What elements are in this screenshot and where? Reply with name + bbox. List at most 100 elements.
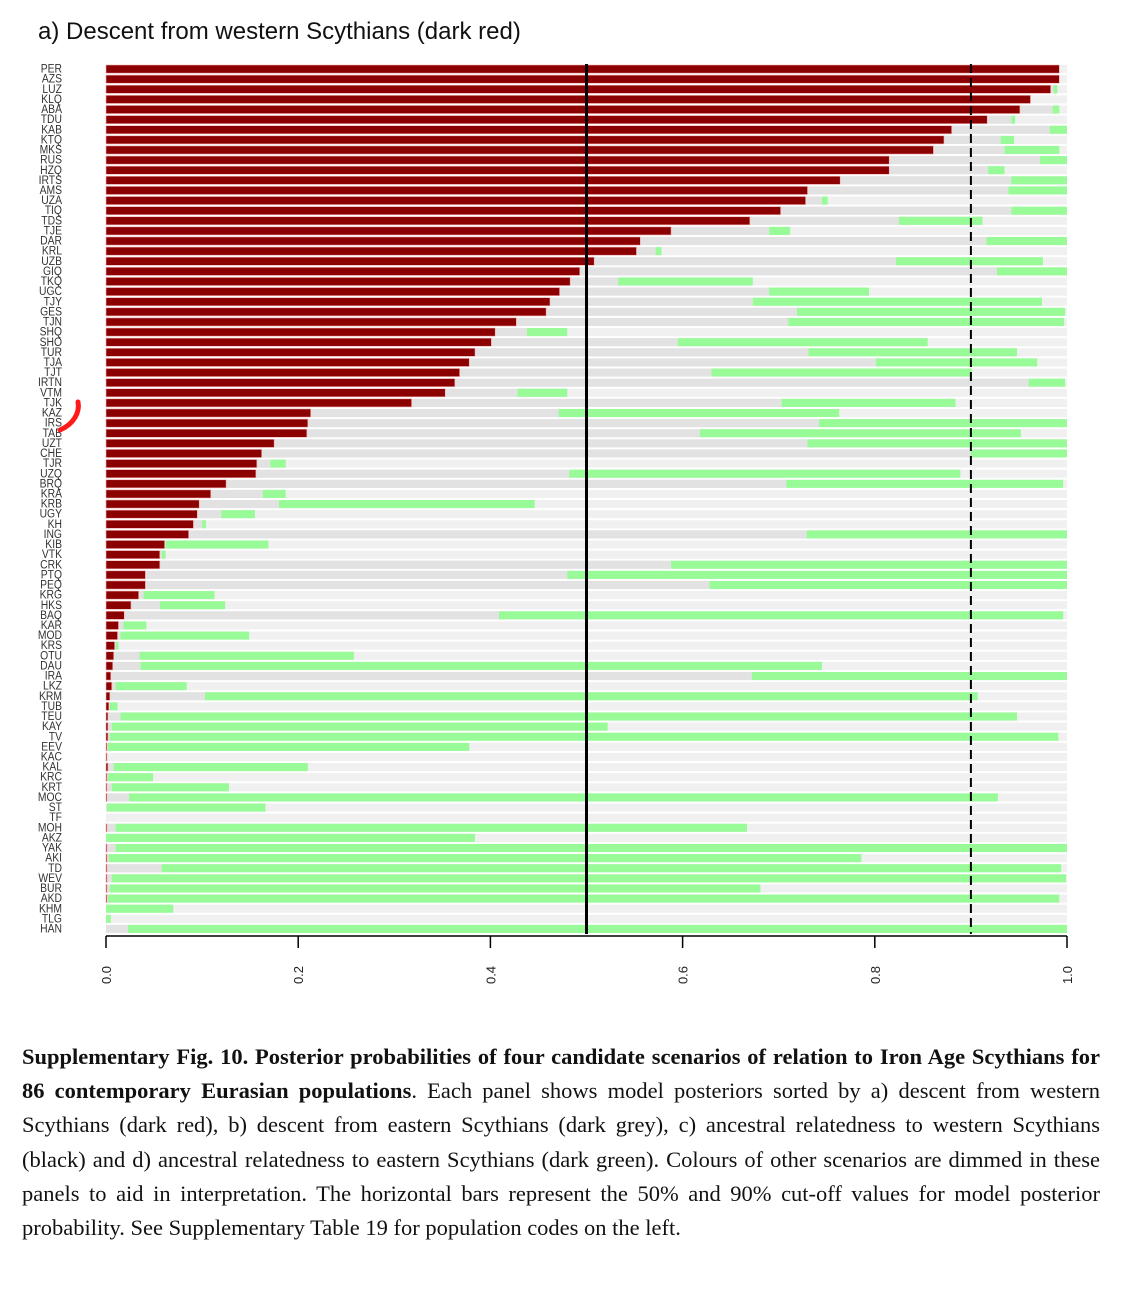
bar-red-TJY — [105, 297, 551, 307]
bar-grey-TJR — [256, 459, 271, 468]
bar-red-UZT — [105, 439, 275, 448]
bar-grey-VTK — [159, 550, 162, 559]
bar-red-MOC — [105, 793, 108, 802]
bar-green-MOD — [120, 631, 250, 640]
population-label: MOH — [38, 822, 62, 835]
population-label: KLQ — [41, 94, 62, 107]
bar-grey-KAR — [118, 621, 124, 630]
bar-grey-KRA — [210, 489, 263, 498]
bar-green-TKQ — [618, 277, 753, 286]
bar-green-KRM — [204, 692, 978, 701]
bar-green-IRTS — [1011, 176, 1067, 185]
bar-grey-CRK — [159, 560, 672, 569]
bar-grey-UZB — [594, 257, 896, 266]
bar-green-PEQ — [709, 580, 1067, 590]
bar-red-PER — [105, 64, 1060, 74]
population-label: UZA — [41, 195, 62, 208]
bar-green-KAL — [113, 763, 308, 772]
population-label: PEQ — [40, 579, 62, 592]
bar-grey-BAQ — [124, 611, 500, 620]
population-label: TDS — [41, 215, 62, 228]
population-label: KAZ — [42, 407, 62, 420]
bar-green-BUR — [109, 884, 761, 893]
bar-grey-VTM — [445, 388, 518, 397]
bar-green-UGC — [769, 287, 870, 296]
bar-red-TJA — [105, 358, 470, 367]
bar-red-AZS — [105, 74, 1060, 84]
bar-red-AKD — [105, 894, 108, 903]
population-label: DAU — [40, 660, 62, 673]
bar-green-SHO — [677, 338, 928, 347]
population-label: TJY — [44, 296, 63, 309]
bar-red-TEU — [105, 712, 109, 721]
population-label: EEV — [41, 741, 62, 754]
bar-grey-TDU — [987, 115, 1012, 124]
population-label: IRTS — [39, 174, 62, 187]
bar-green-KAZ — [558, 408, 840, 418]
bar-grey-KAB — [951, 125, 1050, 134]
bar-green-UGY — [221, 510, 255, 519]
bar-green-IRTN — [1028, 378, 1066, 387]
bar-red-KRB — [105, 499, 200, 509]
population-label: MOD — [38, 630, 62, 643]
bar-grey-BUR — [106, 884, 110, 893]
bar-red-AMS — [105, 186, 808, 195]
bar-green-RUS — [1040, 156, 1067, 165]
chart-title: a) Descent from western Scythians (dark … — [38, 18, 521, 45]
bar-grey-TJY — [549, 297, 753, 306]
bar-red-TJN — [105, 317, 517, 327]
bar-green-TDU — [1011, 115, 1016, 124]
bar-grey-KRG — [138, 591, 144, 600]
bar-green-CHE — [970, 449, 1067, 458]
bar-red-UZA — [105, 196, 806, 205]
bar-red-TV — [105, 732, 109, 742]
bar-red-KRA — [105, 489, 212, 499]
bar-green-TJT — [711, 368, 972, 377]
bar-red-VTK — [105, 550, 161, 559]
bar-green-TV — [109, 732, 1059, 741]
population-label: AKD — [41, 893, 62, 906]
bar-green-YAK — [115, 843, 1068, 853]
bar-red-RUS — [105, 155, 890, 165]
bar-green-HZQ — [988, 166, 1005, 175]
population-label: PER — [41, 63, 62, 76]
bar-red-KAR — [105, 621, 119, 630]
bar-grey-KRC — [106, 773, 108, 782]
population-label: SHO — [40, 336, 62, 349]
bar-green-UZA — [821, 196, 828, 205]
bar-red-HKS — [105, 600, 132, 610]
bar-grey-SHQ — [495, 328, 527, 337]
bar-red-TUR — [105, 347, 476, 357]
bar-green-IRS — [819, 419, 1067, 428]
population-label: GIQ — [43, 265, 62, 278]
bar-green-EEV — [107, 742, 470, 751]
bar-grey-KRS — [114, 641, 116, 650]
bar-grey-EEV — [106, 742, 108, 751]
bar-grey-AKI — [106, 854, 109, 863]
bar-red-CHE — [105, 449, 262, 458]
bar-red-SHQ — [105, 327, 496, 337]
bar-red-KRG — [105, 590, 139, 600]
population-label: TDU — [41, 114, 62, 127]
bar-green-KAY — [111, 722, 608, 731]
population-label: KRC — [40, 771, 62, 784]
bar-grey-TJE — [671, 226, 770, 235]
bar-green-OTU — [139, 651, 354, 660]
bar-red-KH — [105, 519, 194, 529]
bar-red-MOD — [105, 631, 118, 640]
bar-green-KTQ — [1000, 135, 1015, 144]
population-label: CHE — [40, 448, 62, 461]
bar-red-GES — [105, 307, 547, 317]
bar-green-KRG — [143, 591, 215, 600]
population-label: UZT — [42, 437, 62, 450]
bar-red-ABA — [105, 105, 1021, 114]
bar-green-TIQ — [1011, 206, 1067, 215]
bar-red-PTQ — [105, 570, 146, 580]
population-label: KAR — [41, 620, 62, 633]
bar-red-IRTN — [105, 378, 456, 388]
x-axis: 0.0 0.2 0.4 0.6 0.8 1.0 — [99, 935, 1075, 984]
figure-caption: Supplementary Fig. 10. Posterior probabi… — [22, 1040, 1100, 1245]
population-label: SHQ — [40, 326, 62, 339]
population-label: KRB — [41, 498, 62, 511]
bar-grey-TUR — [475, 348, 809, 357]
